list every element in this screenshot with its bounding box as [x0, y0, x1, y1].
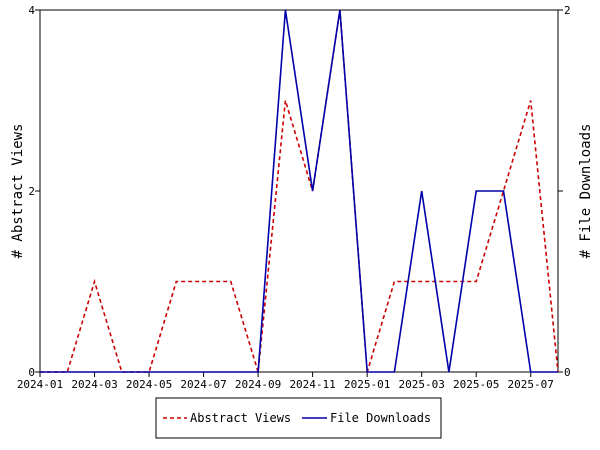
y-right-tick-label: 2: [564, 4, 571, 17]
x-tick-label: 2024-11: [289, 378, 335, 391]
series-line-file-downloads: [40, 9, 558, 373]
x-tick-label: 2025-05: [453, 378, 499, 391]
legend: Abstract Views File Downloads: [155, 397, 442, 439]
x-tick-label: 2025-03: [399, 378, 445, 391]
y-left-tick-label: 4: [28, 4, 35, 17]
y-axis-right-title: # File Downloads: [578, 124, 594, 259]
left-axis-ticks: 0 2 4: [28, 4, 40, 379]
legend-label-file-downloads: File Downloads: [330, 411, 431, 425]
right-axis-ticks: 02: [558, 4, 571, 379]
x-tick-label: 2024-07: [180, 378, 226, 391]
y-left-tick-label: 0: [28, 366, 35, 379]
x-tick-label: 2024-05: [126, 378, 172, 391]
x-tick-label: 2025-01: [344, 378, 390, 391]
y-axis-left-title: # Abstract Views: [10, 124, 26, 259]
x-tick-label: 2024-03: [71, 378, 117, 391]
legend-label-abstract-views: Abstract Views: [190, 411, 291, 425]
plot-area: [39, 9, 559, 373]
y-left-tick-label: 2: [28, 185, 35, 198]
series-layer: [40, 9, 559, 373]
x-tick-label: 2024-09: [235, 378, 281, 391]
y-right-tick-label: 0: [564, 366, 571, 379]
x-axis-ticks: 2024-01 2024-03 2024-05 2024-07 2024-09 2024-…: [17, 372, 554, 391]
x-tick-label: 2025-07: [508, 378, 554, 391]
legend-box: [155, 397, 442, 439]
x-tick-label: 2024-01: [17, 378, 63, 391]
